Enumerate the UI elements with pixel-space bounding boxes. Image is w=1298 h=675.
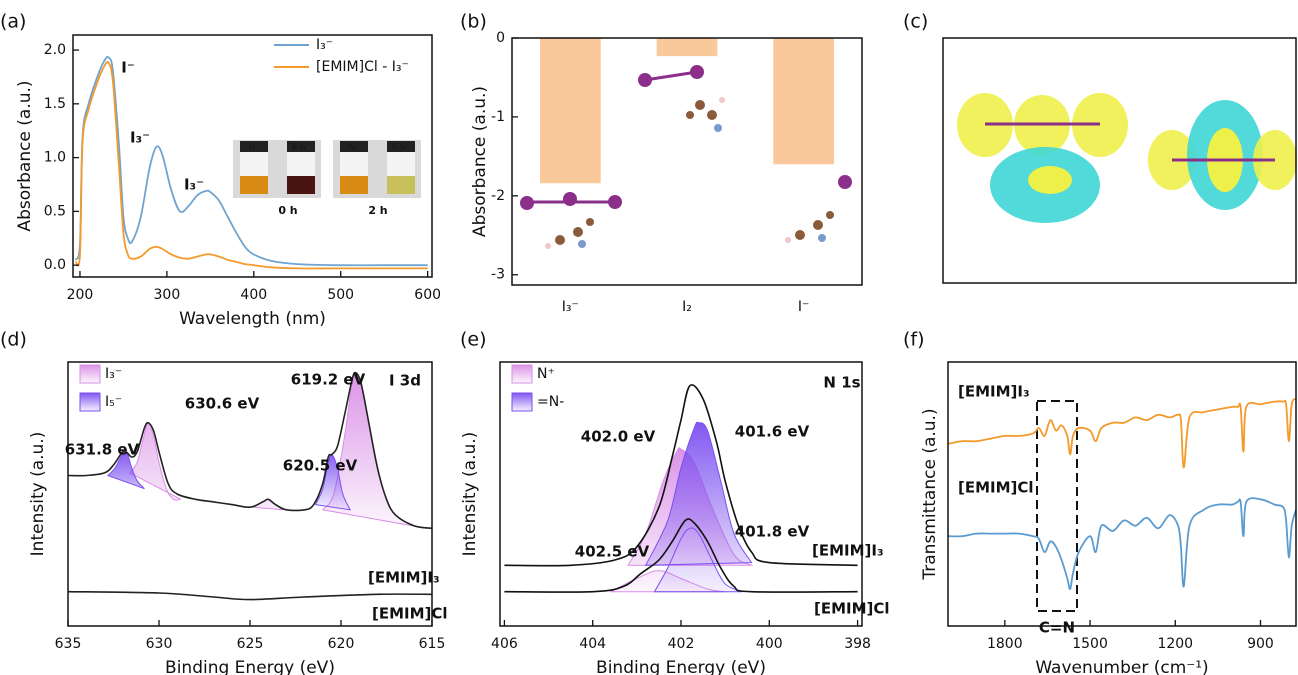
annotation: C=N [1039, 619, 1075, 637]
photo-caption: 2 h [368, 204, 387, 217]
x-tick-label: 300 [154, 287, 181, 303]
panel-letter: (d) [0, 329, 27, 351]
x-axis-title: Binding Energy (eV) [596, 658, 766, 675]
x-tick-label: 620 [328, 636, 355, 652]
annotation: N 1s [823, 374, 860, 392]
bar [657, 38, 718, 56]
x-tick-label: 398 [844, 636, 871, 652]
legend-label: [EMIM]Cl - I₃⁻ [316, 59, 409, 75]
series-line [948, 399, 1296, 468]
annotation: 620.5 eV [283, 457, 358, 475]
annotation: 401.8 eV [735, 523, 810, 541]
x-tick-label: 615 [419, 636, 446, 652]
x-tick-label: 625 [237, 636, 264, 652]
legend-swatch [80, 365, 100, 383]
panel-letter: (c) [903, 11, 928, 33]
x-axis-title: Wavelength (nm) [179, 309, 326, 329]
series-label: [EMIM]Cl [958, 479, 1034, 497]
x-tick-label: 630 [146, 636, 173, 652]
annotation: I 3d [389, 372, 421, 390]
x-tick-label: 200 [67, 287, 94, 303]
vial-label: E-I₃⁻ [292, 143, 310, 152]
panel-letter: (e) [460, 329, 487, 351]
x-tick-label: 406 [491, 636, 518, 652]
vial-label: E-I₃⁻ [392, 143, 410, 152]
series-line [68, 592, 432, 600]
panel-letter: (a) [0, 11, 26, 33]
series-label: [EMIM]Cl [814, 600, 890, 618]
y-tick-label: 2.0 [44, 42, 66, 58]
x-tick-label: 635 [55, 636, 82, 652]
photo-caption: 0 h [278, 204, 297, 217]
y-tick-label: -2 [491, 188, 505, 204]
series-label: [EMIM]Cl [372, 605, 448, 623]
x-tick-label: I⁻ [798, 299, 810, 315]
x-tick-label: 900 [1247, 636, 1274, 652]
y-tick-label: 0 [496, 30, 505, 46]
y-axis-title: Absorbance (a.u.) [15, 80, 35, 231]
y-axis-title: Absorbance (a.u.) [470, 86, 490, 237]
y-tick-label: 1.5 [44, 96, 66, 112]
legend-label: =N- [537, 394, 564, 410]
bar [773, 38, 834, 164]
legend-label: N⁺ [537, 366, 555, 382]
legend-swatch [512, 393, 532, 411]
y-axis-title: Transmittance (a.u.) [920, 408, 940, 580]
plot-area [504, 385, 857, 592]
fit-component [130, 373, 427, 529]
legend-label: I₃⁻ [316, 37, 333, 53]
x-tick-label: 500 [327, 287, 354, 303]
plot-area [540, 38, 834, 183]
annotation: I⁻ [121, 59, 135, 77]
x-tick-label: I₃⁻ [562, 299, 579, 315]
annotation: I₃⁻ [184, 176, 204, 194]
x-tick-label: 400 [756, 636, 783, 652]
legend-label: I₃⁻ [105, 366, 122, 382]
panel-letter: (f) [903, 329, 925, 351]
y-tick-label: 0.0 [44, 257, 66, 273]
x-tick-label: 1800 [987, 636, 1023, 652]
annotation: 619.2 eV [291, 371, 366, 389]
isosurface-sketch [957, 93, 1297, 223]
x-axis-title: Binding Energy (eV) [165, 658, 335, 675]
y-tick-label: 1.0 [44, 150, 66, 166]
y-tick-label: -1 [491, 109, 505, 125]
legend-swatch [80, 393, 100, 411]
series-label: [EMIM]I₃ [958, 383, 1030, 401]
highlight-box [1037, 401, 1077, 611]
figure: (a) 200 300 400 500 600 0.0 0.5 1.0 1.5 2.0 Wavelen… [0, 0, 1298, 675]
series-label: [EMIM]I₃ [812, 542, 884, 560]
x-tick-label: 404 [579, 636, 606, 652]
series-line [948, 498, 1296, 589]
x-tick-label: 402 [668, 636, 695, 652]
y-tick-label: 0.5 [44, 203, 66, 219]
y-tick-label: -3 [491, 267, 505, 283]
annotation: 402.5 eV [575, 543, 650, 561]
bar [540, 38, 601, 183]
annotation: I₃⁻ [130, 129, 150, 147]
vial-label: I₃⁻ [349, 143, 359, 152]
panel-letter: (b) [460, 11, 487, 33]
annotation: 631.8 eV [65, 441, 140, 459]
y-axis-title: Intensity (a.u.) [28, 432, 48, 557]
legend-swatch [512, 365, 532, 383]
annotation: 401.6 eV [735, 423, 810, 441]
legend-label: I₅⁻ [105, 394, 122, 410]
vial-label: I₃⁻ [249, 143, 259, 152]
x-tick-label: I₂ [682, 299, 692, 315]
x-axis-title: Wavenumber (cm⁻¹) [1035, 658, 1208, 675]
series-label: [EMIM]I₃ [368, 569, 440, 587]
x-tick-label: 400 [240, 287, 267, 303]
x-tick-label: 600 [414, 287, 441, 303]
annotation: 402.0 eV [581, 428, 656, 446]
y-axis-title: Intensity (a.u.) [460, 432, 480, 557]
x-tick-label: 1500 [1072, 636, 1108, 652]
annotation: 630.6 eV [185, 395, 260, 413]
x-tick-label: 1200 [1157, 636, 1193, 652]
